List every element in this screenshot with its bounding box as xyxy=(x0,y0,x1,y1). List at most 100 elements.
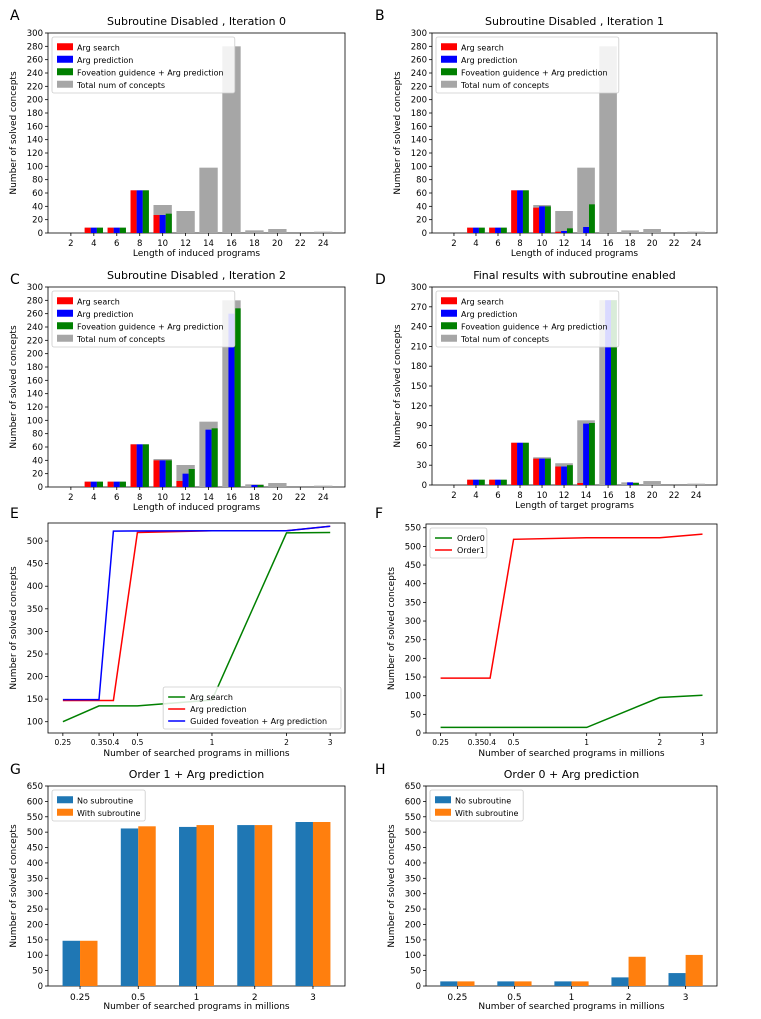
legend-swatch xyxy=(441,68,457,76)
y-tick-label: 280 xyxy=(27,42,43,52)
bar xyxy=(62,940,81,986)
y-tick-label: 160 xyxy=(411,122,427,132)
y-tick-label: 450 xyxy=(405,561,421,571)
y-tick-label: 450 xyxy=(405,844,421,854)
x-tick-label: 2 xyxy=(284,738,289,747)
panel-d-chart: D2 4 6 8 10 12 14 16 18 20 22 240306090120150180210… xyxy=(375,269,718,511)
legend-entry: Arg search xyxy=(77,297,120,306)
x-tick-label: 22 xyxy=(669,491,680,501)
y-tick-label: 260 xyxy=(411,56,427,66)
x-tick-label: 22 xyxy=(295,239,306,249)
y-tick-label: 270 xyxy=(411,303,427,313)
y-tick-label: 60 xyxy=(416,189,427,199)
y-tick-label: 300 xyxy=(405,617,421,627)
x-tick-label: 22 xyxy=(295,493,306,503)
legend-swatch xyxy=(57,808,73,816)
bar xyxy=(113,227,120,233)
bar xyxy=(130,190,137,233)
bar xyxy=(234,308,241,487)
y-tick-label: 550 xyxy=(405,524,421,534)
y-tick-label: 140 xyxy=(27,136,43,146)
x-axis-label: Number of searched programs in millions xyxy=(103,749,290,759)
y-tick-label: 40 xyxy=(416,202,427,212)
bar xyxy=(205,429,212,487)
x-tick-label: 2 xyxy=(657,738,662,747)
legend-swatch xyxy=(435,808,451,816)
bar xyxy=(522,190,529,233)
legend-entry: With subroutine xyxy=(455,809,519,818)
x-tick-label: 3 xyxy=(328,738,333,747)
bar xyxy=(237,825,255,986)
chart-title: Order 1 + Arg prediction xyxy=(129,768,265,781)
bar xyxy=(312,822,331,986)
bar xyxy=(577,483,584,485)
y-tick-label: 200 xyxy=(27,96,43,106)
y-tick-label: 550 xyxy=(405,813,421,823)
series-line xyxy=(62,525,331,702)
legend-entry: No subroutine xyxy=(455,796,511,805)
y-tick-label: 120 xyxy=(27,149,43,159)
y-tick-label: 0 xyxy=(422,229,427,239)
x-tick-label: 1 xyxy=(569,993,575,1003)
x-tick-label: 18 xyxy=(625,239,636,249)
bar xyxy=(685,954,703,986)
bar xyxy=(478,227,485,233)
y-axis-label: Number of solved concepts xyxy=(9,71,19,195)
x-tick-label: 16 xyxy=(226,493,237,503)
y-tick-label: 500 xyxy=(27,537,43,547)
legend-swatch xyxy=(57,55,73,63)
bar xyxy=(561,466,567,485)
legend-entry: Guided foveation + Arg prediction xyxy=(190,717,327,726)
bar xyxy=(497,981,515,986)
x-tick-label: 10 xyxy=(537,491,548,501)
plot-frame xyxy=(47,286,346,488)
bar xyxy=(511,190,518,233)
y-tick-label: 140 xyxy=(411,136,427,146)
x-tick-label: 0.4 xyxy=(107,738,119,747)
bar xyxy=(179,826,197,986)
y-tick-label: 250 xyxy=(27,905,43,915)
legend-swatch xyxy=(441,322,457,330)
x-tick-label: 0.25 xyxy=(54,738,71,747)
panel-a-chart: A2 4 6 8 10 12 14 16 18 20 22 240204060801001201401… xyxy=(9,8,346,259)
x-tick-label: 24 xyxy=(318,493,329,503)
x-tick-label: 0.25 xyxy=(447,993,467,1003)
bar xyxy=(555,466,562,485)
bar xyxy=(588,422,595,485)
y-tick-label: 350 xyxy=(27,874,43,884)
x-tick-label: 12 xyxy=(559,491,570,501)
bar xyxy=(627,482,634,485)
y-tick-label: 180 xyxy=(411,362,427,372)
bar xyxy=(107,481,114,487)
legend-entry: Arg prediction xyxy=(77,310,133,319)
y-tick-label: 150 xyxy=(27,936,43,946)
y-tick-label: 260 xyxy=(27,56,43,66)
x-tick-label: 8 xyxy=(137,493,142,503)
x-tick-label: 18 xyxy=(249,239,260,249)
bar xyxy=(500,479,507,485)
bar xyxy=(561,231,567,233)
x-tick-label: 0.5 xyxy=(507,993,521,1003)
bar xyxy=(136,444,143,487)
bar xyxy=(90,227,97,233)
y-tick-label: 160 xyxy=(27,376,43,386)
y-tick-label: 350 xyxy=(405,598,421,608)
y-tick-label: 500 xyxy=(27,828,43,838)
y-tick-label: 140 xyxy=(27,390,43,400)
x-axis-label: Number of searched programs in millions xyxy=(103,1002,290,1012)
y-tick-label: 400 xyxy=(27,582,43,592)
bar xyxy=(495,479,501,485)
panel-label: C xyxy=(10,272,20,288)
x-tick-label: 0.35 xyxy=(468,738,485,747)
y-tick-label: 180 xyxy=(411,109,427,119)
y-axis-label: Number of solved concepts xyxy=(387,824,397,948)
bar xyxy=(113,481,120,487)
legend-swatch xyxy=(57,796,73,804)
x-tick-label: 1 xyxy=(584,738,589,747)
legend-entry: Arg search xyxy=(461,43,504,52)
bar xyxy=(176,481,183,487)
y-tick-label: 50 xyxy=(410,967,421,977)
legend-entry: No subroutine xyxy=(77,796,133,805)
y-tick-label: 240 xyxy=(27,323,43,333)
y-tick-label: 100 xyxy=(405,951,421,961)
